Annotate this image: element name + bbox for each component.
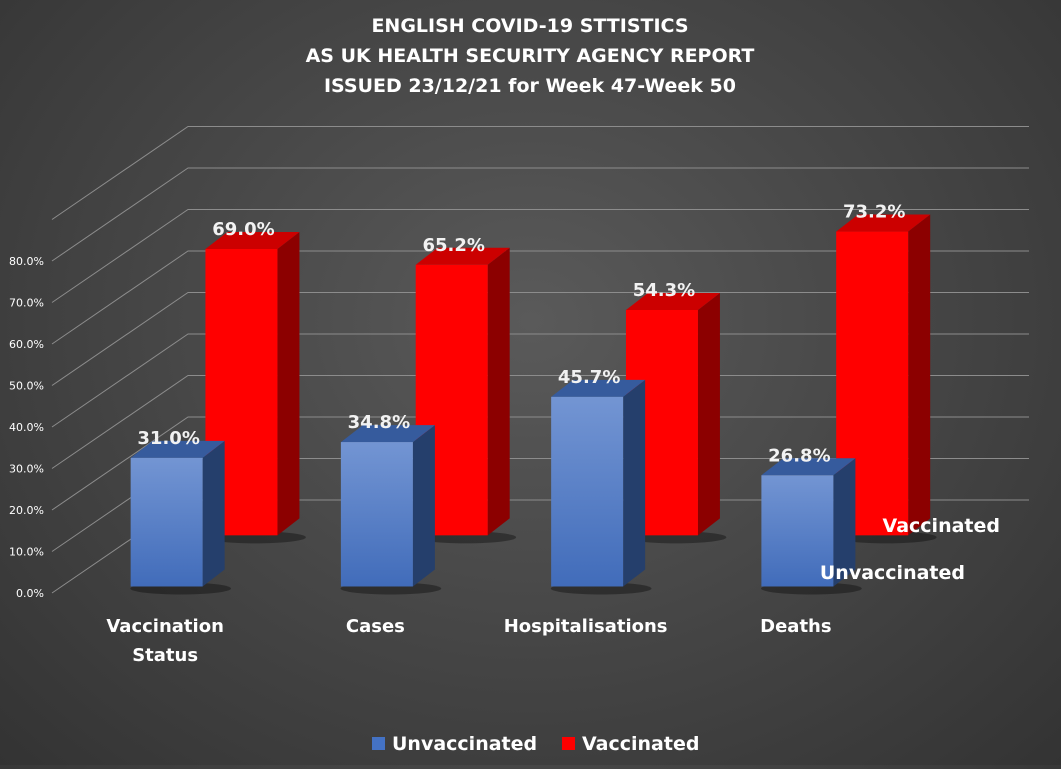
bar-front-face (551, 396, 624, 587)
bar-vaccinated-cases (415, 247, 517, 544)
category-labels: Vaccination Status Cases Hospitalisations De… (106, 616, 831, 666)
bar-unvaccinated-hospitalisations (550, 379, 652, 595)
gridline-6 (51, 250, 1029, 345)
bar-side-face (833, 458, 856, 587)
bar-front-face (340, 442, 413, 587)
y-tick-label-2: 20.0% (9, 504, 44, 517)
data-label-vaccinated-cases: 65.2% (422, 235, 484, 256)
data-label-vaccinated-deaths: 73.2% (843, 202, 905, 223)
legend: Unvaccinated Vaccinated (372, 733, 699, 755)
gridline-2 (51, 416, 1029, 511)
y-tick-label-1: 10.0% (9, 546, 44, 559)
legend-label-vaccinated: Vaccinated (582, 733, 699, 755)
data-label-vaccinated-vaccination-status: 69.0% (212, 219, 274, 240)
data-labels: 69.0% 65.2% 54.3% 73.2% 31.0% 34.8% 45.7% 26.8% (137, 202, 905, 467)
bar-side-face (908, 214, 931, 536)
bar-side-face (412, 425, 435, 587)
bar-unvaccinated-deaths (760, 458, 862, 595)
y-tick-label-3: 30.0% (9, 463, 44, 476)
bar-top-face (761, 458, 856, 476)
bar-unvaccinated-cases (340, 425, 442, 595)
data-label-unvaccinated-hospitalisations: 45.7% (558, 367, 620, 388)
chart-title: ENGLISH COVID-19 STTISTICS AS UK HEALTH … (306, 15, 755, 97)
legend-label-unvaccinated: Unvaccinated (392, 733, 537, 755)
category-label-hospitalisations: Hospitalisations (504, 616, 668, 637)
bar-front-face (130, 457, 203, 587)
data-label-unvaccinated-cases: 34.8% (348, 412, 410, 433)
bar-front-face (761, 475, 834, 587)
y-tick-label-0: 0.0% (16, 587, 44, 600)
gridlines (51, 126, 1029, 594)
bar-top-face (551, 379, 646, 397)
y-tick-label-4: 40.0% (9, 421, 44, 434)
y-tick-label-5: 50.0% (9, 380, 44, 393)
series-axis-labels: Unvaccinated Vaccinated (820, 515, 1000, 584)
data-label-unvaccinated-deaths: 26.8% (768, 445, 830, 466)
bars (130, 214, 937, 595)
y-tick-label-8: 80.0% (9, 255, 44, 268)
gridline-7 (51, 209, 1029, 303)
chart-title-line-3: ISSUED 23/12/21 for Week 47-Week 50 (324, 75, 736, 97)
legend-swatch-vaccinated (562, 737, 575, 750)
chart-title-line-1: ENGLISH COVID-19 STTISTICS (371, 15, 688, 37)
bar-unvaccinated-vaccination-status (130, 440, 232, 595)
gridline-8 (51, 167, 1029, 262)
gridline-top (51, 126, 1029, 220)
gridline-5 (51, 292, 1029, 386)
category-label-vaccination-status-line-1: Vaccination (106, 616, 224, 637)
gridline-4 (51, 333, 1029, 428)
category-label-deaths: Deaths (760, 616, 831, 637)
y-axis-tick-labels: 0.0% 10.0% 20.0% 30.0% 40.0% 50.0% 60.0% 70.0% 8… (9, 255, 44, 600)
category-label-cases: Cases (346, 616, 405, 637)
bar-side-face (697, 292, 720, 536)
bar-side-face (487, 247, 510, 536)
y-tick-label-7: 70.0% (9, 297, 44, 310)
bar-top-face (625, 292, 720, 310)
bar-side-face (202, 440, 225, 587)
bar-top-face (415, 247, 510, 265)
bar-top-face (340, 425, 435, 443)
y-tick-label-6: 60.0% (9, 338, 44, 351)
series-axis-label-unvaccinated: Unvaccinated (820, 562, 965, 584)
bar-side-face (277, 231, 300, 536)
category-label-vaccination-status-line-2: Status (132, 645, 198, 666)
data-label-vaccinated-hospitalisations: 54.3% (633, 280, 695, 301)
bar-top-face (205, 231, 300, 249)
legend-swatch-unvaccinated (372, 737, 385, 750)
series-axis-label-vaccinated: Vaccinated (883, 515, 1000, 537)
bar-side-face (623, 379, 646, 587)
bar-vaccinated-hospitalisations (625, 292, 727, 544)
bar-vaccinated-vaccination-status (205, 231, 306, 544)
chart-title-line-2: AS UK HEALTH SECURITY AGENCY REPORT (306, 45, 755, 67)
gridline-3 (51, 375, 1029, 469)
data-label-unvaccinated-vaccination-status: 31.0% (137, 428, 199, 449)
bar-top-face (130, 440, 225, 458)
bar-top-face (836, 214, 931, 232)
